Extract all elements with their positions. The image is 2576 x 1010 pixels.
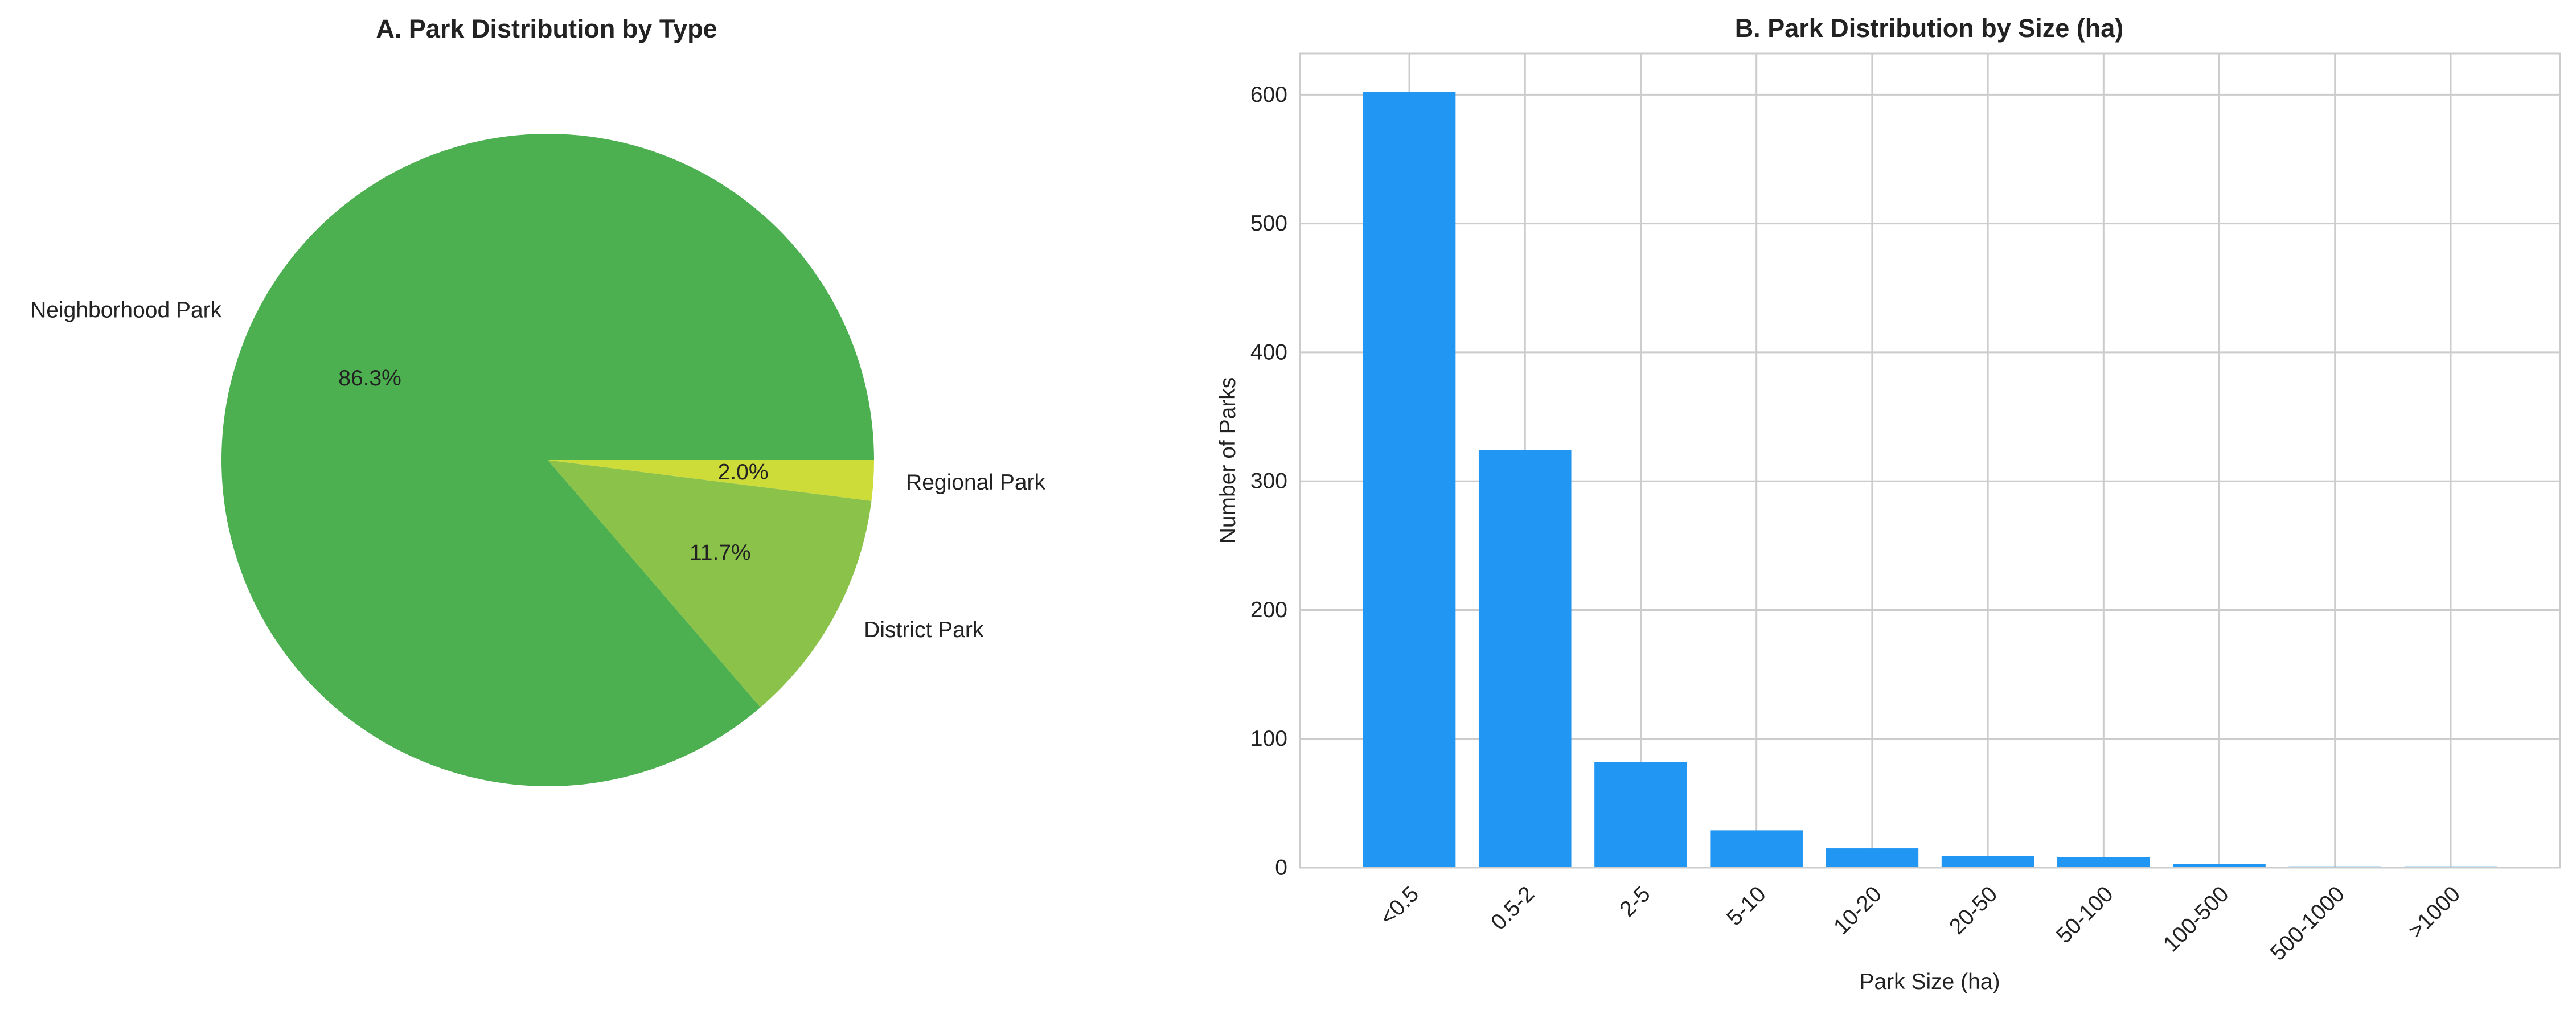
bar-100-500	[2173, 864, 2266, 868]
bar-20-50	[1941, 856, 2034, 868]
pie-category-label-neighborhood-park: Neighborhood Park	[30, 298, 222, 323]
bar-5-10	[1710, 830, 1803, 868]
bar-10-20	[1826, 848, 1919, 868]
bar-chart-x-ticks: <0.5 0.5-2 2-5 5-10 10-20 20-50 50-100 100-500 5…	[1375, 882, 2465, 966]
x-tick-label: 100-500	[2159, 882, 2234, 957]
bar-0-5	[1363, 92, 1456, 868]
bar-chart-title: B. Park Distribution by Size (ha)	[1735, 14, 2124, 43]
x-tick-label: 10-20	[1829, 882, 1886, 939]
pie-slice-neighborhood-park	[221, 134, 874, 787]
pie-labels: Neighborhood Park 86.3% District Park 11.7%…	[30, 298, 1045, 642]
pie-percent-label-neighborhood-park: 86.3%	[338, 366, 401, 391]
bar-2-5	[1594, 762, 1687, 868]
bar-chart-panel: B. Park Distribution by Size (ha) 0 100 20…	[1216, 14, 2561, 994]
x-tick-label: 20-50	[1945, 882, 2002, 939]
x-tick-label: 50-100	[2052, 882, 2118, 948]
y-tick-label: 100	[1250, 726, 1287, 751]
pie-slices	[221, 134, 874, 787]
x-tick-label: 0.5-2	[1486, 882, 1539, 935]
x-tick-label: 2-5	[1615, 882, 1655, 922]
bar-chart-bars	[1363, 92, 2497, 868]
x-tick-label: 5-10	[1722, 882, 1771, 931]
bar-chart-x-axis-label: Park Size (ha)	[1859, 970, 2000, 994]
pie-chart-panel: A. Park Distribution by Type Neighborhoo…	[30, 14, 1046, 787]
y-tick-label: 400	[1250, 340, 1287, 364]
pie-category-label-regional-park: Regional Park	[906, 470, 1045, 495]
pie-category-label-district-park: District Park	[864, 618, 984, 642]
bar-chart-y-axis-label: Number of Parks	[1216, 377, 1240, 544]
pie-slice-district-park	[548, 460, 872, 708]
bar-0-5-2	[1478, 450, 1572, 868]
x-tick-label: 500-1000	[2266, 882, 2349, 966]
x-tick-label: <0.5	[1375, 882, 1424, 930]
y-tick-label: 0	[1275, 856, 1287, 880]
pie-chart-title: A. Park Distribution by Type	[376, 14, 717, 43]
bar-chart-plot-frame	[1299, 52, 2561, 869]
bar-50-100	[2057, 857, 2150, 868]
y-tick-label: 500	[1250, 211, 1287, 236]
bar-chart-y-ticks: 0 100 200 300 400 500 600	[1250, 83, 1287, 880]
pie-slice-regional-park	[548, 460, 874, 501]
y-tick-label: 300	[1250, 469, 1287, 494]
y-tick-label: 600	[1250, 83, 1287, 107]
x-tick-label: >1000	[2403, 882, 2465, 943]
y-tick-label: 200	[1250, 598, 1287, 622]
pie-percent-label-district-park: 11.7%	[690, 540, 751, 565]
pie-percent-label-regional-park: 2.0%	[718, 460, 769, 485]
